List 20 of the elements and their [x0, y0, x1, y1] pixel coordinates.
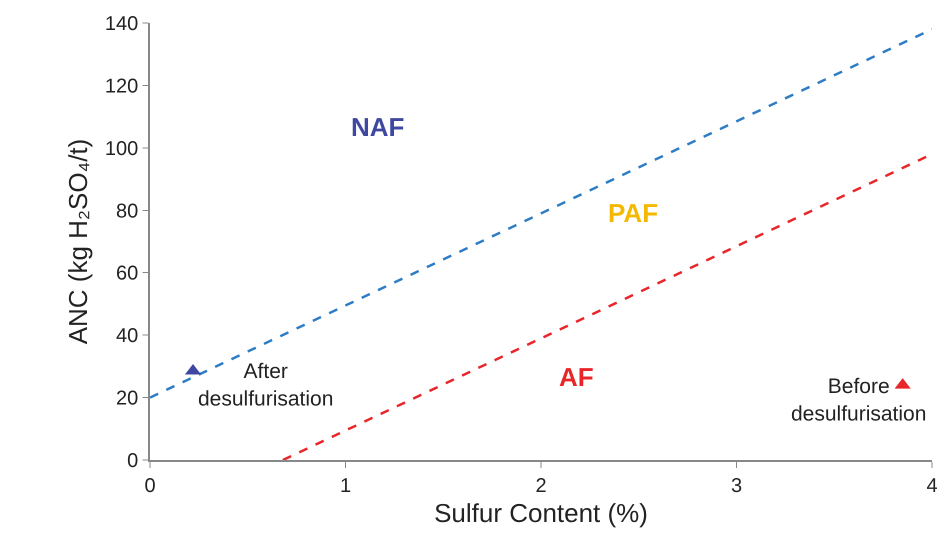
annotation: AF [559, 362, 594, 392]
annotation: Before desulfurisation [791, 375, 926, 426]
y-axis-title: ANC (kg H₂SO₄/t) [62, 138, 93, 344]
x-tick-label: 4 [926, 474, 938, 497]
annotation: After desulfurisation [198, 360, 334, 410]
y-tick-label: 120 [104, 75, 138, 98]
x-tick-label: 3 [730, 474, 742, 497]
y-tick-label: 100 [104, 138, 138, 160]
y-tick-label: 20 [116, 388, 138, 410]
x-axis-title: Sulfur Content (%) [434, 498, 648, 528]
x-tick-label: 2 [535, 474, 547, 497]
annotation: PAF [608, 198, 658, 228]
x-tick-label: 1 [340, 474, 352, 497]
annotation: NAF [351, 112, 404, 142]
y-tick-label: 80 [116, 200, 138, 222]
y-tick-label: 60 [116, 262, 138, 285]
y-tick-label: 140 [104, 13, 138, 35]
x-tick-label: 0 [144, 474, 156, 497]
y-tick-label: 40 [116, 325, 138, 348]
y-tick-label: 0 [127, 450, 138, 472]
